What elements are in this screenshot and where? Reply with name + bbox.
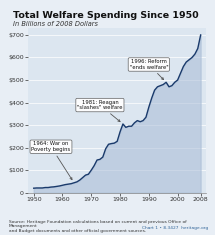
Text: 1964: War on
Poverty begins: 1964: War on Poverty begins xyxy=(31,141,72,180)
Text: Chart 1 • 8.3427  heritage.org: Chart 1 • 8.3427 heritage.org xyxy=(142,226,209,230)
Text: Source: Heritage Foundation calculations based on current and previous Office of: Source: Heritage Foundation calculations… xyxy=(9,220,186,233)
Text: In Billions of 2008 Dollars: In Billions of 2008 Dollars xyxy=(13,21,98,27)
Text: Total Welfare Spending Since 1950: Total Welfare Spending Since 1950 xyxy=(13,11,198,20)
Text: 1996: Reform
"ends welfare": 1996: Reform "ends welfare" xyxy=(129,59,168,80)
Text: 1981: Reagan
"slashes" welfare: 1981: Reagan "slashes" welfare xyxy=(77,100,123,122)
